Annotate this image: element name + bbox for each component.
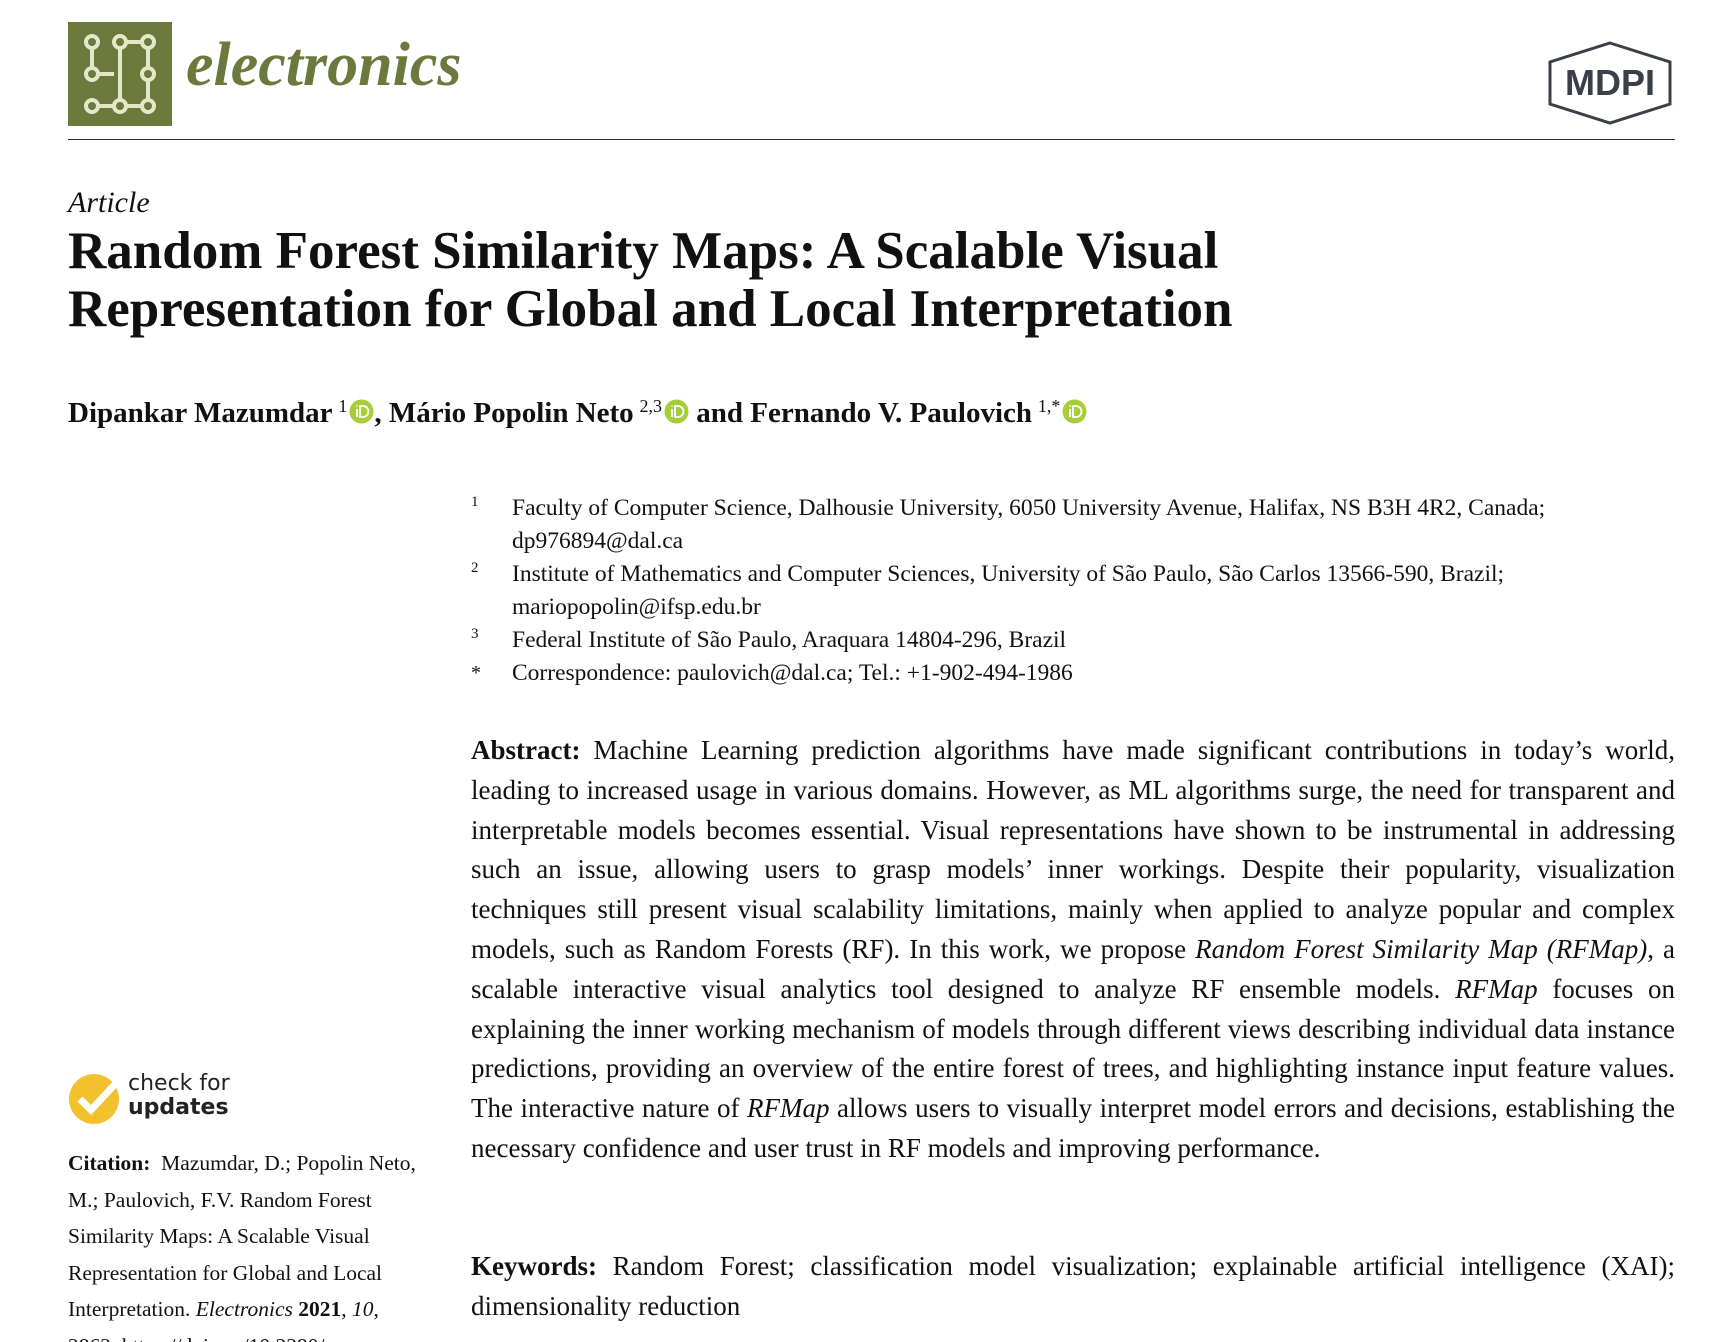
text-run: , a scalable interactive visual analytic… (471, 933, 1675, 1004)
affiliation: 3 Federal Institute of São Paulo, Araquar… (471, 624, 1675, 657)
title: Random Forest Similarity Maps: A Scalabl… (68, 222, 1233, 338)
affiliation-text: Institute of Mathematics and Computer Sc… (512, 561, 1505, 620)
orcid-icon[interactable] (349, 399, 374, 424)
article-type: Article (68, 186, 150, 219)
affiliation: 2 Institute of Mathematics and Computer S… (471, 558, 1675, 624)
keywords-label: Keywords: (471, 1251, 597, 1281)
affiliation: * Correspondence: paulovich@dal.ca; Tel.:… (471, 657, 1675, 690)
affiliation: 1 Faculty of Computer Science, Dalhousie … (471, 492, 1675, 558)
affiliation-text: Faculty of Computer Science, Dalhousie U… (512, 495, 1546, 554)
author-affiliation: 1,* (1037, 396, 1061, 416)
text-run: Mazumdar, D.; Popolin Neto, M.; Paulovic… (68, 1151, 416, 1321)
author-joiner: , (374, 397, 389, 429)
text-run: , 2862. https://doi.org/10.3390/ (68, 1297, 379, 1342)
author-joiner: and (689, 397, 751, 429)
abstract-label: Abstract: (471, 735, 581, 765)
citation: Citation: Mazumdar, D.; Popolin Neto, M.… (68, 1145, 428, 1342)
check-updates-icon (69, 1074, 121, 1124)
author-name: Dipankar Mazumdar (68, 397, 333, 429)
publisher-name: MDPI (1565, 62, 1655, 103)
affiliations: 1 Faculty of Computer Science, Dalhousie … (471, 492, 1675, 690)
journal-logo (68, 22, 172, 126)
affiliation-mark: 2 (471, 560, 479, 576)
orcid-icon[interactable] (1062, 399, 1087, 424)
text-run: allows users to visually interpret model… (471, 1093, 1675, 1163)
text-run: RFMap (1455, 973, 1538, 1004)
keywords-text: Random Forest; classification model visu… (471, 1251, 1676, 1321)
text-run: 10 (352, 1297, 374, 1321)
text-run: RFMap (747, 1093, 830, 1124)
author-affiliation: 2,3 (639, 396, 663, 416)
abstract: Abstract: Machine Learning prediction al… (471, 731, 1675, 1169)
affiliation-text: Federal Institute of São Paulo, Araquara… (512, 627, 1067, 653)
affiliation-text: Correspondence: paulovich@dal.ca; Tel.: … (512, 660, 1073, 686)
keywords: Keywords: Random Forest; classification … (471, 1247, 1675, 1327)
author-name: Fernando V. Paulovich (750, 397, 1032, 429)
orcid-icon[interactable] (664, 399, 689, 424)
check-updates-line2: updates (128, 1095, 229, 1120)
author-name: Mário Popolin Neto (388, 397, 634, 429)
affiliation-mark: * (471, 662, 481, 684)
text-run: Electronics (195, 1297, 293, 1321)
publisher-logo: MDPI (1548, 41, 1672, 125)
affiliation-mark: 1 (471, 494, 479, 510)
text-run: Machine Learning prediction algorithms h… (471, 735, 1676, 964)
check-updates[interactable]: check for updates (128, 1072, 230, 1120)
text-run: , (341, 1297, 353, 1321)
journal-name: electronics (186, 31, 462, 99)
authors: Dipankar Mazumdar 1, Mário Popolin Neto … (68, 396, 1087, 430)
header-rule (68, 139, 1675, 140)
text-run: focuses on explaining the inner working … (471, 973, 1675, 1124)
check-updates-line1: check for (128, 1071, 230, 1096)
affiliation-mark: 3 (471, 626, 479, 642)
text-run: 2021 (298, 1297, 342, 1321)
author-affiliation: 1 (338, 396, 348, 416)
text-run: Random Forest Similarity Map (RFMap) (1195, 933, 1648, 964)
citation-label: Citation: (68, 1151, 151, 1175)
